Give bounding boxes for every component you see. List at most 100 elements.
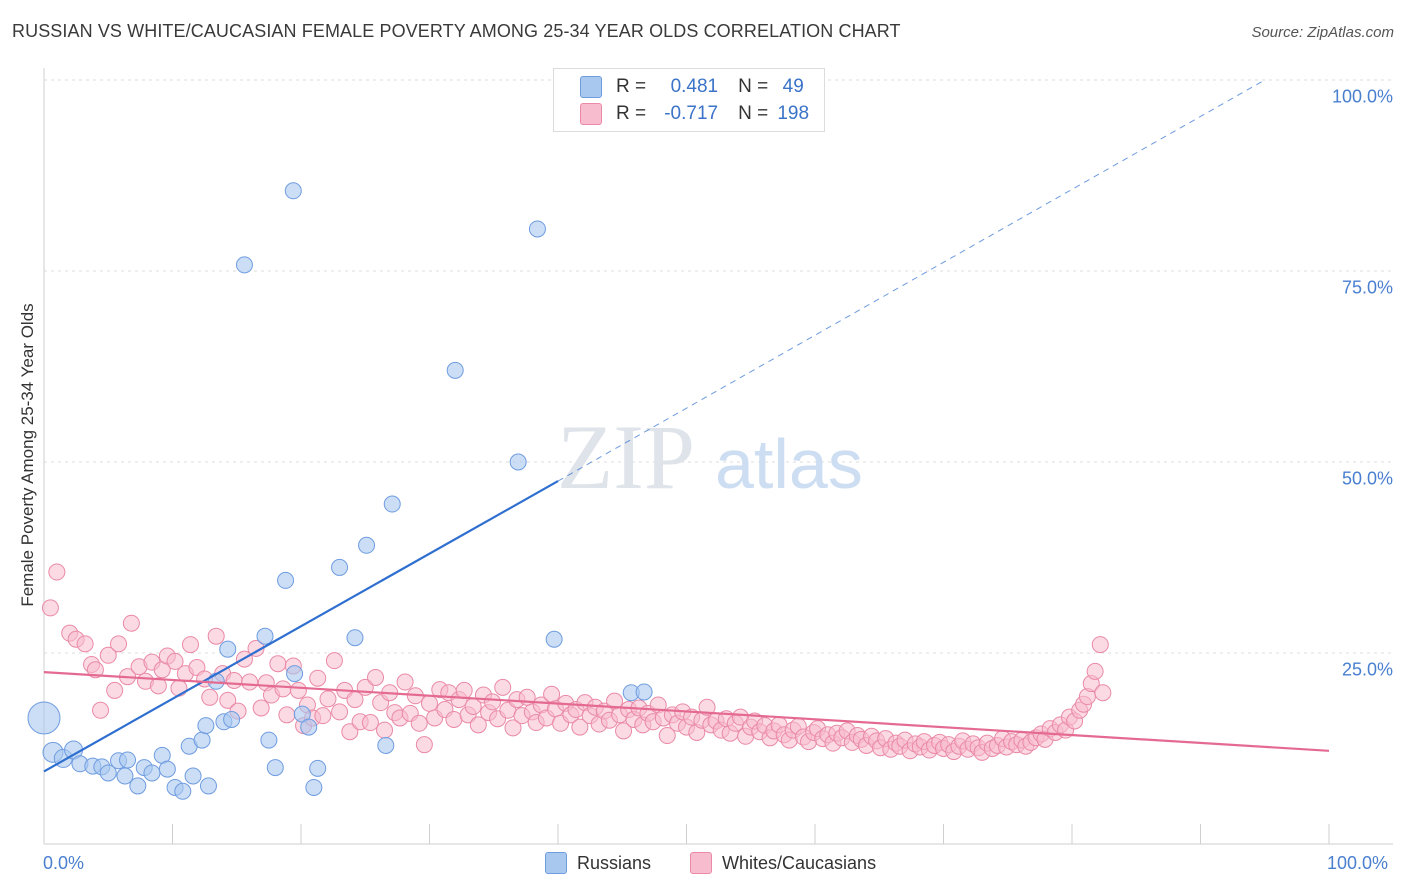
white-caucasian-point xyxy=(86,661,104,679)
x-tick-label: 100.0% xyxy=(1327,853,1389,873)
russian-point xyxy=(446,361,464,379)
white-caucasian-point xyxy=(166,652,184,670)
russian-point xyxy=(219,640,237,658)
y-tick-label: 75.0% xyxy=(1341,277,1393,298)
white-caucasian-point xyxy=(309,669,327,687)
russian-point xyxy=(27,701,61,735)
y-tick-label: 50.0% xyxy=(1341,468,1393,489)
legend-r-label: R = xyxy=(616,76,647,97)
russian-point xyxy=(331,558,349,576)
russian-point xyxy=(99,764,117,782)
legend-swatch-whites xyxy=(580,103,602,125)
russian-point xyxy=(286,665,304,683)
russian-point xyxy=(197,717,215,735)
white-caucasian-point xyxy=(341,723,359,741)
white-caucasian-point xyxy=(48,563,66,581)
bottom-legend-label: Whites/Caucasians xyxy=(722,852,877,873)
russian-point xyxy=(143,764,161,782)
russian-point xyxy=(305,778,323,796)
white-caucasian-point xyxy=(92,701,110,719)
legend-swatch-russians xyxy=(545,852,567,874)
white-caucasian-point xyxy=(469,716,487,734)
russian-point xyxy=(377,736,395,754)
white-caucasian-point xyxy=(494,678,512,696)
white-caucasian-point xyxy=(571,718,589,736)
white-caucasian-point xyxy=(106,681,124,699)
white-caucasian-point xyxy=(331,703,349,721)
white-trend-line xyxy=(43,671,1330,752)
white-caucasian-point xyxy=(415,736,433,754)
white-caucasian-point xyxy=(615,722,633,740)
white-caucasian-point xyxy=(110,635,128,653)
russian-point xyxy=(199,777,217,795)
white-caucasian-point xyxy=(445,710,463,728)
white-caucasian-point xyxy=(504,719,522,737)
white-caucasian-point xyxy=(367,668,385,686)
watermark-atlas: atlas xyxy=(715,425,863,503)
white-caucasian-point xyxy=(274,680,292,698)
russian-point xyxy=(509,453,527,471)
y-tick-label: 100.0% xyxy=(1331,86,1393,107)
white-caucasian-point xyxy=(41,599,59,617)
white-caucasian-point xyxy=(99,646,117,664)
white-caucasian-point xyxy=(455,681,473,699)
russian-trend-extension xyxy=(557,79,1265,482)
white-caucasian-point xyxy=(325,652,343,670)
russian-point xyxy=(223,710,241,728)
chart-title: RUSSIAN VS WHITE/CAUCASIAN FEMALE POVERT… xyxy=(12,21,901,41)
white-caucasian-point xyxy=(247,639,265,657)
white-caucasian-point xyxy=(269,655,287,673)
white-caucasian-point xyxy=(76,635,94,653)
white-caucasian-point xyxy=(225,672,243,690)
bottom-legend-label: Russians xyxy=(577,852,652,873)
russian-point xyxy=(119,751,137,769)
russian-point xyxy=(184,767,202,785)
legend-swatch-whites xyxy=(690,852,712,874)
russian-point xyxy=(635,683,653,701)
white-caucasian-point xyxy=(319,690,337,708)
russian-point xyxy=(260,731,278,749)
legend-n-label: N = xyxy=(738,76,769,97)
white-caucasian-point xyxy=(278,706,296,724)
y-tick-label: 25.0% xyxy=(1341,659,1393,680)
legend-r-value: 0.481 xyxy=(670,76,719,97)
white-caucasian-point xyxy=(181,636,199,654)
white-caucasian-point xyxy=(289,681,307,699)
white-caucasian-point xyxy=(1094,684,1112,702)
russian-point xyxy=(545,630,563,648)
russian-point xyxy=(528,220,546,238)
white-caucasian-point xyxy=(207,627,225,645)
watermark-zip: ZIP xyxy=(557,406,695,508)
legend: R = 0.481 N = 49 R = -0.717 N = 198 xyxy=(553,68,825,132)
white-caucasian-point xyxy=(543,685,561,703)
russian-point xyxy=(266,759,284,777)
white-caucasian-point xyxy=(1086,662,1104,680)
white-caucasian-point xyxy=(219,691,237,709)
russian-trend-line xyxy=(43,480,559,773)
white-caucasian-point xyxy=(252,699,270,717)
russian-point xyxy=(193,731,211,749)
russian-point xyxy=(256,627,274,645)
white-caucasian-point xyxy=(122,614,140,632)
legend-r-value: -0.717 xyxy=(664,103,719,124)
white-caucasian-point xyxy=(361,714,379,732)
russian-point xyxy=(383,495,401,513)
bottom-legend-whites: Whites/Caucasians xyxy=(690,852,876,874)
russian-point xyxy=(309,759,327,777)
russian-point xyxy=(158,760,176,778)
legend-row-russians: R = 0.481 N = 49 xyxy=(580,74,818,100)
source-label: Source: ZipAtlas.com xyxy=(1251,24,1394,41)
white-caucasian-point xyxy=(149,677,167,695)
legend-swatch-russians xyxy=(580,76,602,98)
white-caucasian-point xyxy=(241,673,259,691)
legend-n-value: 198 xyxy=(777,103,810,124)
russian-point xyxy=(346,629,364,647)
white-caucasian-point xyxy=(376,721,394,739)
x-tick-label: 0.0% xyxy=(43,853,85,873)
white-caucasian-point xyxy=(170,679,188,697)
legend-row-whites: R = -0.717 N = 198 xyxy=(580,101,818,127)
white-caucasian-point xyxy=(1091,636,1109,654)
white-caucasian-point xyxy=(201,688,219,706)
russian-point xyxy=(235,256,253,274)
